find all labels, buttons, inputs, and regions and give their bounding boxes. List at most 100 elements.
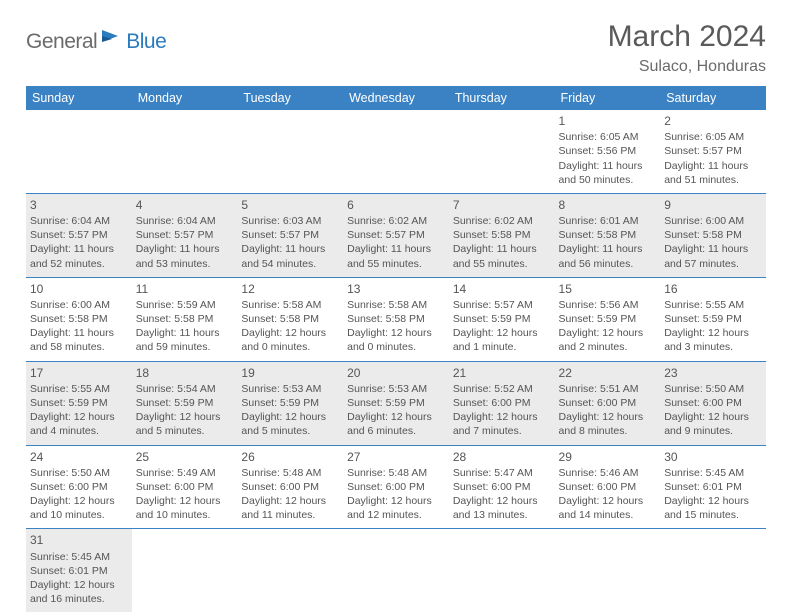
- day-header: Monday: [132, 86, 238, 110]
- daylight-text: Daylight: 12 hours and 1 minute.: [453, 326, 551, 354]
- day-number: 14: [453, 281, 551, 297]
- day-number: 18: [136, 365, 234, 381]
- sunset-text: Sunset: 6:00 PM: [241, 480, 339, 494]
- sunset-text: Sunset: 6:00 PM: [30, 480, 128, 494]
- calendar-cell-empty: [555, 529, 661, 612]
- logo-flag-icon: [102, 28, 124, 49]
- day-number: 29: [559, 449, 657, 465]
- calendar-cell: 26Sunrise: 5:48 AMSunset: 6:00 PMDayligh…: [237, 445, 343, 529]
- logo-text-general: General: [26, 30, 97, 54]
- calendar-cell: 18Sunrise: 5:54 AMSunset: 5:59 PMDayligh…: [132, 361, 238, 445]
- daylight-text: Daylight: 12 hours and 7 minutes.: [453, 410, 551, 438]
- sunrise-text: Sunrise: 6:01 AM: [559, 214, 657, 228]
- day-number: 27: [347, 449, 445, 465]
- day-number: 22: [559, 365, 657, 381]
- calendar-cell-empty: [26, 110, 132, 193]
- day-number: 15: [559, 281, 657, 297]
- daylight-text: Daylight: 11 hours and 55 minutes.: [453, 242, 551, 270]
- daylight-text: Daylight: 11 hours and 55 minutes.: [347, 242, 445, 270]
- day-number: 6: [347, 197, 445, 213]
- sunrise-text: Sunrise: 5:58 AM: [347, 298, 445, 312]
- sunset-text: Sunset: 6:00 PM: [664, 396, 762, 410]
- day-number: 24: [30, 449, 128, 465]
- sunrise-text: Sunrise: 5:55 AM: [30, 382, 128, 396]
- sunset-text: Sunset: 6:00 PM: [559, 396, 657, 410]
- calendar-cell-empty: [660, 529, 766, 612]
- calendar-header-row: SundayMondayTuesdayWednesdayThursdayFrid…: [26, 86, 766, 110]
- day-header: Thursday: [449, 86, 555, 110]
- sunset-text: Sunset: 5:59 PM: [241, 396, 339, 410]
- sunset-text: Sunset: 5:57 PM: [136, 228, 234, 242]
- calendar-cell: 15Sunrise: 5:56 AMSunset: 5:59 PMDayligh…: [555, 277, 661, 361]
- day-number: 4: [136, 197, 234, 213]
- daylight-text: Daylight: 11 hours and 54 minutes.: [241, 242, 339, 270]
- logo-text-blue: Blue: [126, 30, 166, 54]
- sunrise-text: Sunrise: 6:02 AM: [453, 214, 551, 228]
- sunset-text: Sunset: 5:56 PM: [559, 144, 657, 158]
- day-number: 5: [241, 197, 339, 213]
- day-number: 17: [30, 365, 128, 381]
- sunrise-text: Sunrise: 5:52 AM: [453, 382, 551, 396]
- sunrise-text: Sunrise: 5:53 AM: [241, 382, 339, 396]
- calendar-cell: 20Sunrise: 5:53 AMSunset: 5:59 PMDayligh…: [343, 361, 449, 445]
- calendar-cell: 1Sunrise: 6:05 AMSunset: 5:56 PMDaylight…: [555, 110, 661, 193]
- day-header: Tuesday: [237, 86, 343, 110]
- daylight-text: Daylight: 12 hours and 8 minutes.: [559, 410, 657, 438]
- sunset-text: Sunset: 5:58 PM: [241, 312, 339, 326]
- day-number: 12: [241, 281, 339, 297]
- location: Sulaco, Honduras: [608, 58, 766, 76]
- sunrise-text: Sunrise: 5:46 AM: [559, 466, 657, 480]
- day-number: 31: [30, 532, 128, 548]
- daylight-text: Daylight: 12 hours and 14 minutes.: [559, 494, 657, 522]
- calendar-cell: 27Sunrise: 5:48 AMSunset: 6:00 PMDayligh…: [343, 445, 449, 529]
- day-header: Saturday: [660, 86, 766, 110]
- calendar-cell: 21Sunrise: 5:52 AMSunset: 6:00 PMDayligh…: [449, 361, 555, 445]
- calendar-cell: 11Sunrise: 5:59 AMSunset: 5:58 PMDayligh…: [132, 277, 238, 361]
- sunset-text: Sunset: 6:00 PM: [559, 480, 657, 494]
- daylight-text: Daylight: 12 hours and 3 minutes.: [664, 326, 762, 354]
- daylight-text: Daylight: 12 hours and 13 minutes.: [453, 494, 551, 522]
- calendar-cell: 9Sunrise: 6:00 AMSunset: 5:58 PMDaylight…: [660, 193, 766, 277]
- daylight-text: Daylight: 12 hours and 4 minutes.: [30, 410, 128, 438]
- calendar-cell: 7Sunrise: 6:02 AMSunset: 5:58 PMDaylight…: [449, 193, 555, 277]
- sunset-text: Sunset: 5:57 PM: [347, 228, 445, 242]
- sunrise-text: Sunrise: 5:54 AM: [136, 382, 234, 396]
- day-number: 20: [347, 365, 445, 381]
- daylight-text: Daylight: 12 hours and 6 minutes.: [347, 410, 445, 438]
- calendar-cell: 4Sunrise: 6:04 AMSunset: 5:57 PMDaylight…: [132, 193, 238, 277]
- sunset-text: Sunset: 5:57 PM: [30, 228, 128, 242]
- day-header: Sunday: [26, 86, 132, 110]
- day-number: 16: [664, 281, 762, 297]
- calendar-cell-empty: [449, 110, 555, 193]
- sunset-text: Sunset: 6:00 PM: [453, 396, 551, 410]
- sunset-text: Sunset: 5:59 PM: [664, 312, 762, 326]
- day-number: 19: [241, 365, 339, 381]
- day-number: 26: [241, 449, 339, 465]
- calendar-cell: 31Sunrise: 5:45 AMSunset: 6:01 PMDayligh…: [26, 529, 132, 612]
- sunrise-text: Sunrise: 6:05 AM: [559, 130, 657, 144]
- sunrise-text: Sunrise: 5:49 AM: [136, 466, 234, 480]
- sunrise-text: Sunrise: 6:02 AM: [347, 214, 445, 228]
- sunset-text: Sunset: 6:00 PM: [453, 480, 551, 494]
- sunrise-text: Sunrise: 6:04 AM: [136, 214, 234, 228]
- sunset-text: Sunset: 6:00 PM: [347, 480, 445, 494]
- daylight-text: Daylight: 12 hours and 11 minutes.: [241, 494, 339, 522]
- sunset-text: Sunset: 6:01 PM: [664, 480, 762, 494]
- calendar-cell: 29Sunrise: 5:46 AMSunset: 6:00 PMDayligh…: [555, 445, 661, 529]
- day-header: Friday: [555, 86, 661, 110]
- daylight-text: Daylight: 11 hours and 50 minutes.: [559, 159, 657, 187]
- daylight-text: Daylight: 11 hours and 59 minutes.: [136, 326, 234, 354]
- calendar-cell: 17Sunrise: 5:55 AMSunset: 5:59 PMDayligh…: [26, 361, 132, 445]
- day-number: 21: [453, 365, 551, 381]
- calendar-cell: 22Sunrise: 5:51 AMSunset: 6:00 PMDayligh…: [555, 361, 661, 445]
- day-number: 9: [664, 197, 762, 213]
- day-header: Wednesday: [343, 86, 449, 110]
- calendar-cell: 13Sunrise: 5:58 AMSunset: 5:58 PMDayligh…: [343, 277, 449, 361]
- sunrise-text: Sunrise: 6:03 AM: [241, 214, 339, 228]
- daylight-text: Daylight: 12 hours and 0 minutes.: [241, 326, 339, 354]
- sunrise-text: Sunrise: 5:56 AM: [559, 298, 657, 312]
- day-number: 2: [664, 113, 762, 129]
- day-number: 7: [453, 197, 551, 213]
- calendar-cell-empty: [237, 110, 343, 193]
- sunrise-text: Sunrise: 5:45 AM: [30, 550, 128, 564]
